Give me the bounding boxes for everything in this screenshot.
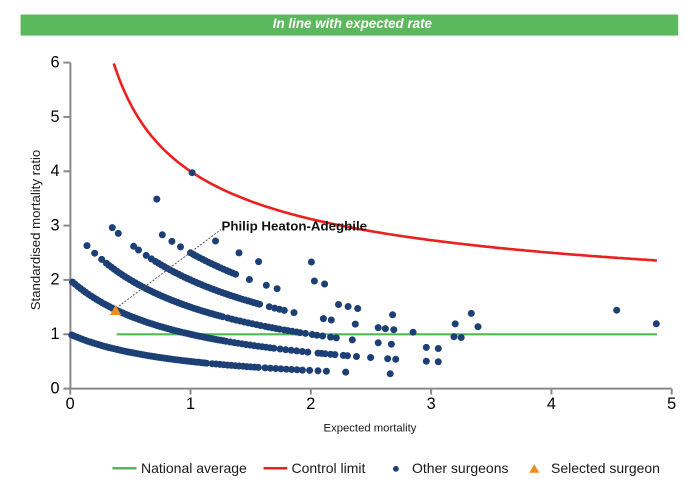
svg-text:5: 5 (667, 395, 676, 413)
svg-text:0: 0 (50, 379, 59, 397)
svg-text:0: 0 (66, 395, 75, 413)
svg-text:4: 4 (547, 395, 556, 413)
svg-text:1: 1 (186, 395, 195, 413)
svg-text:1: 1 (50, 325, 59, 343)
svg-text:2: 2 (50, 271, 59, 289)
svg-text:3: 3 (427, 395, 436, 413)
svg-text:6: 6 (50, 53, 59, 71)
svg-text:4: 4 (50, 162, 59, 180)
svg-text:Expected mortality: Expected mortality (324, 423, 417, 435)
svg-text:Control limit: Control limit (292, 460, 366, 476)
svg-text:2: 2 (306, 395, 315, 413)
svg-text:Philip Heaton-Adegbile: Philip Heaton-Adegbile (222, 219, 368, 234)
svg-text:National average: National average (141, 460, 247, 476)
svg-text:In line with expected rate: In line with expected rate (273, 16, 433, 31)
svg-text:3: 3 (50, 216, 59, 234)
svg-text:Standardised mortality ratio: Standardised mortality ratio (28, 150, 43, 311)
svg-text:Other surgeons: Other surgeons (412, 460, 509, 476)
svg-text:5: 5 (50, 108, 59, 126)
svg-text:Selected surgeon: Selected surgeon (551, 460, 660, 476)
